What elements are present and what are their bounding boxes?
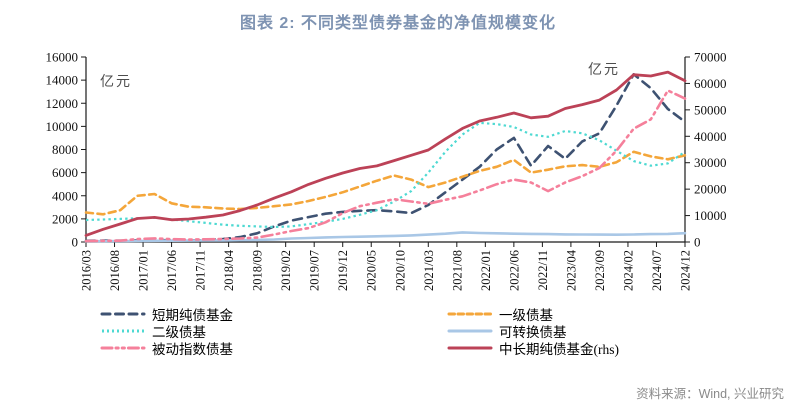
x-axis-tick-label: 2019/12: [336, 250, 350, 291]
left-axis-unit: 亿元: [100, 74, 132, 90]
x-axis-tick-label: 2022/06: [507, 250, 521, 291]
left-axis-tick-label: 2000: [52, 211, 78, 226]
left-axis-tick-label: 10000: [46, 119, 79, 134]
left-axis-tick-label: 14000: [46, 73, 79, 88]
right-axis-tick-label: 60000: [694, 76, 727, 91]
series-line-first_level: [84, 150, 687, 216]
legend-column-right: 一级债基 可转换债基 中长期纯债基金(rhs): [447, 305, 619, 357]
legend-item-first_level: 一级债基: [447, 305, 619, 323]
x-axis-tick-label: 2017/01: [137, 250, 151, 291]
legend-marker-first_level: [447, 312, 493, 315]
series-line-convertible: [84, 231, 687, 243]
x-axis-tick-label: 2024/07: [650, 250, 664, 291]
legend-marker-second_level: [102, 329, 144, 332]
right-axis-unit: 亿元: [588, 62, 620, 78]
legend-label-first_level: 一级债基: [499, 307, 553, 323]
series-line-medium_long_pure_bond: [84, 70, 687, 237]
x-axis-tick-label: 2020/05: [365, 250, 379, 291]
legend-item-short_term_pure_bond: 短期纯债基金: [100, 305, 447, 323]
x-axis-tick-label: 2022/11: [536, 250, 550, 291]
x-axis-tick-label: 2018/09: [251, 250, 265, 291]
x-axis-tick-label: 2024/02: [621, 250, 635, 291]
x-axis-tick-label: 2020/10: [393, 250, 407, 291]
right-axis-tick-label: 20000: [694, 182, 727, 197]
x-axis-tick-label: 2023/04: [564, 249, 578, 291]
x-axis-tick-label: 2022/01: [479, 250, 493, 291]
x-axis-tick-label: 2018/04: [222, 249, 236, 291]
legend-marker-convertible: [447, 329, 493, 332]
left-axis-tick-label: 0: [72, 235, 79, 250]
right-axis-tick-label: 50000: [694, 102, 727, 117]
legend-label-second_level: 二级债基: [152, 324, 206, 340]
chart-title: 图表 2: 不同类型债券基金的净值规模变化: [239, 15, 557, 32]
line-chart-canvas: 0 2000 4000 6000 8000 10000 12000 14000 16000 0 10…: [46, 50, 727, 291]
series-line-short_term_pure_bond: [84, 73, 687, 243]
right-axis-tick-label: 70000: [694, 50, 727, 65]
left-axis-tick-label: 12000: [46, 96, 79, 111]
legend-item-convertible: 可转换债基: [447, 322, 619, 340]
x-axis-tick-label: 2017/06: [165, 250, 179, 291]
x-axis-tick-label: 2021/08: [450, 250, 464, 291]
legend-item-second_level: 二级债基: [100, 322, 447, 340]
legend-item-passive_index: 被动指数债基: [100, 339, 447, 357]
left-axis-tick-label: 4000: [52, 188, 78, 203]
x-axis-tick-label: 2016/03: [80, 250, 94, 291]
source-note: 资料来源：Wind, 兴业研究: [636, 387, 784, 401]
legend-label-medium_long_pure_bond: 中长期纯债基金(rhs): [499, 341, 619, 357]
x-axis-tick-label: 2023/09: [593, 250, 607, 291]
x-axis-tick-label: 2017/11: [194, 250, 208, 291]
legend-column-left: 短期纯债基金 二级债基 被动指数债基: [100, 305, 447, 357]
x-axis-tick-label: 2024/12: [679, 250, 693, 291]
right-axis-tick-label: 30000: [694, 155, 727, 170]
right-axis-tick-label: 0: [694, 235, 701, 250]
legend-item-medium_long_pure_bond: 中长期纯债基金(rhs): [447, 339, 619, 357]
x-axis-tick-label: 2016/08: [108, 250, 122, 291]
left-axis-tick-label: 6000: [52, 165, 78, 180]
left-axis-tick-label: 8000: [52, 142, 78, 157]
legend-label-short_term_pure_bond: 短期纯债基金: [152, 307, 233, 323]
legend: 短期纯债基金 二级债基 被动指数债基 一级债基 可转换债基 中长期纯债基金(rhs): [100, 305, 740, 357]
legend-label-passive_index: 被动指数债基: [152, 341, 233, 357]
x-axis-tick-label: 2019/07: [308, 250, 322, 291]
legend-label-convertible: 可转换债基: [499, 324, 567, 340]
right-axis-tick-label: 40000: [694, 129, 727, 144]
x-axis-tick-label: 2021/03: [422, 250, 436, 291]
legend-marker-medium_long_pure_bond: [447, 346, 493, 349]
right-axis-tick-label: 10000: [694, 208, 727, 223]
legend-marker-short_term_pure_bond: [100, 312, 146, 315]
legend-marker-passive_index: [100, 346, 146, 349]
x-axis-tick-label: 2019/02: [279, 250, 293, 291]
series-line-second_level: [85, 121, 686, 229]
left-axis-tick-label: 16000: [46, 50, 79, 65]
series-line-passive_index: [84, 89, 687, 243]
